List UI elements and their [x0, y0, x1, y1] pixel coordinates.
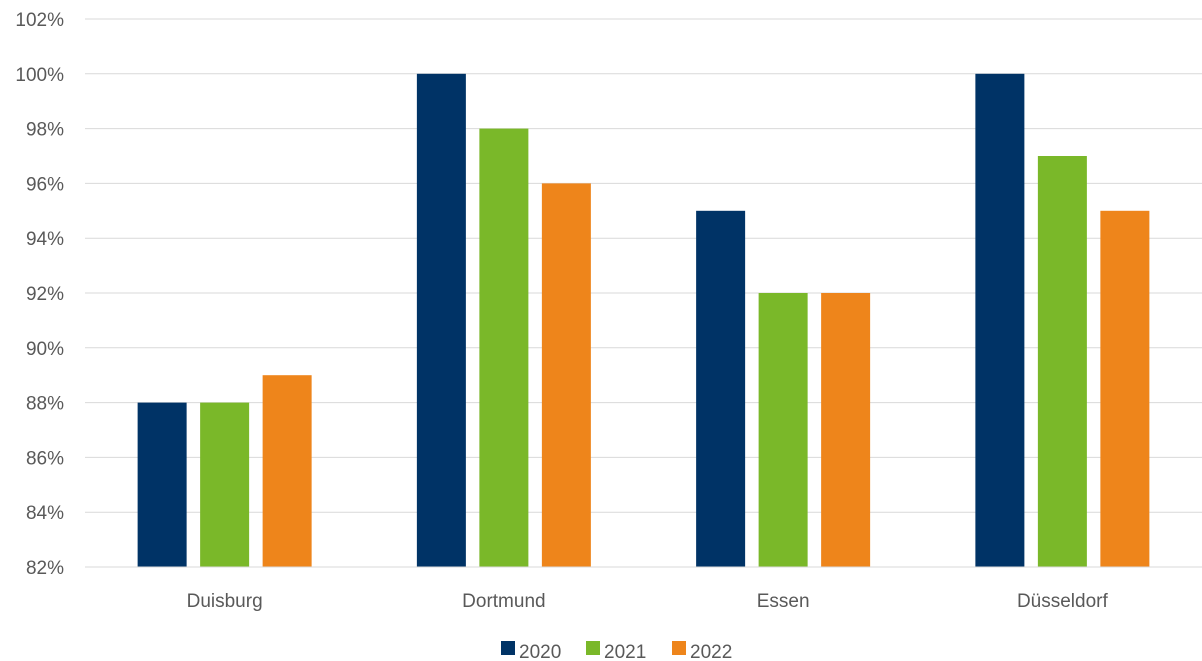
bar-düsseldorf-2021	[1037, 156, 1087, 567]
bar-dortmund-2020	[416, 73, 466, 568]
legend-label-2021: 2021	[604, 642, 646, 661]
legend-label-2022: 2022	[690, 642, 732, 661]
bar-duisburg-2020	[137, 402, 187, 567]
legend-label-2020: 2020	[519, 642, 561, 661]
y-tick-label: 92%	[26, 284, 64, 305]
bar-essen-2022	[821, 293, 871, 567]
x-category-label: Essen	[757, 591, 810, 612]
bar-düsseldorf-2022	[1100, 210, 1150, 568]
y-tick-label: 102%	[15, 10, 64, 31]
x-category-label: Düsseldorf	[1017, 591, 1109, 612]
y-tick-label: 88%	[26, 394, 64, 415]
y-tick-label: 98%	[26, 120, 64, 141]
y-tick-label: 96%	[26, 174, 64, 195]
legend-swatch-2022	[672, 641, 686, 655]
y-tick-label: 84%	[26, 503, 64, 524]
bar-essen-2021	[758, 293, 808, 567]
bar-dortmund-2022	[541, 183, 591, 567]
bar-duisburg-2022	[262, 375, 312, 567]
legend-swatch-2020	[501, 641, 515, 655]
y-tick-label: 100%	[15, 65, 64, 86]
legend-swatch-2021	[586, 641, 600, 655]
y-tick-label: 90%	[26, 339, 64, 360]
bar-dortmund-2021	[479, 128, 529, 567]
y-tick-label: 82%	[26, 558, 64, 579]
x-category-label: Duisburg	[187, 591, 263, 612]
y-tick-label: 94%	[26, 229, 64, 250]
bar-düsseldorf-2020	[975, 73, 1025, 568]
bar-essen-2020	[696, 210, 746, 568]
y-tick-label: 86%	[26, 448, 64, 469]
x-category-label: Dortmund	[462, 591, 545, 612]
bar-duisburg-2021	[200, 402, 250, 567]
